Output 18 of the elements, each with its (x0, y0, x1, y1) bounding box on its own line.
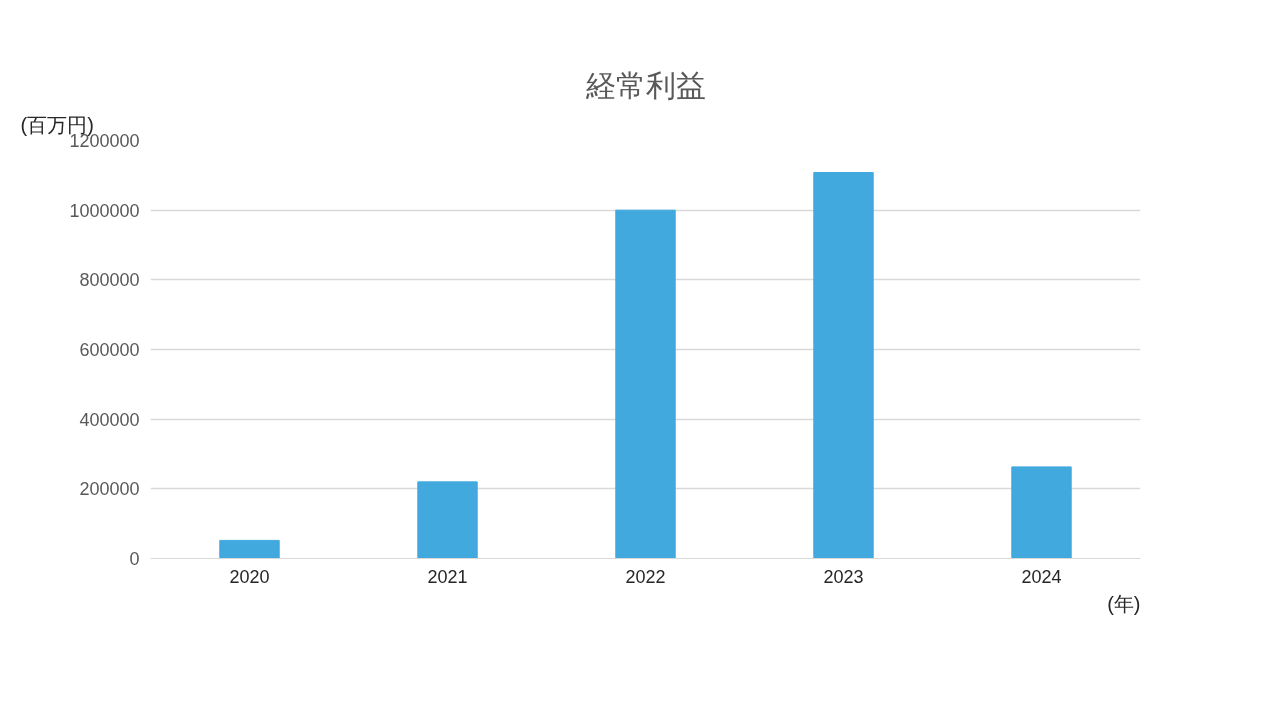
chart-title: 経常利益 (584, 68, 706, 102)
x-tick-label: 2022 (625, 566, 666, 587)
y-tick-label: 1000000 (69, 200, 140, 221)
x-axis-title: (年) (1107, 592, 1141, 615)
y-tick-label: 600000 (79, 340, 140, 360)
y-tick-label: 400000 (79, 409, 140, 430)
bar (417, 481, 478, 559)
bar (219, 539, 280, 559)
bar (615, 209, 676, 559)
x-tick-label: 2024 (1021, 566, 1062, 587)
bar (813, 172, 874, 559)
bar (1011, 466, 1072, 559)
x-tick-label: 2020 (229, 566, 270, 587)
y-tick-label: 800000 (79, 270, 140, 291)
x-tick-label: 2021 (427, 566, 468, 587)
y-tick-label: 0 (129, 549, 140, 569)
x-tick-label: 2023 (823, 566, 864, 587)
y-tick-label: 200000 (79, 479, 140, 500)
